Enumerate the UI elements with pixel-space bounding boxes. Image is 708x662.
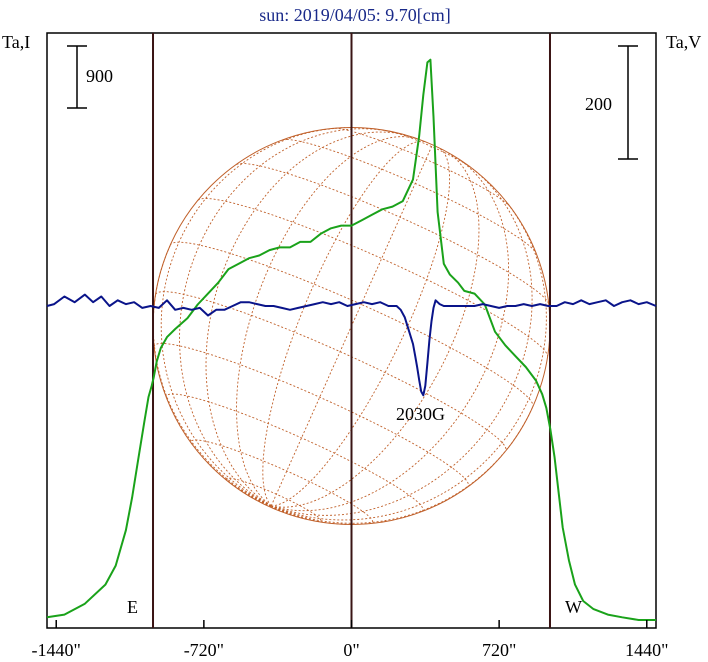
west-label: W	[565, 597, 582, 617]
latitude-line	[236, 163, 550, 304]
x-tick-label: -720"	[184, 640, 224, 660]
latitude-line	[197, 198, 549, 357]
longitude-line	[270, 198, 547, 521]
latitude-line	[282, 139, 537, 254]
x-tick-label: 0"	[343, 640, 359, 660]
field-annotation: 2030G	[396, 404, 445, 424]
latitude-line	[334, 127, 511, 207]
latitude-line	[190, 439, 374, 525]
scale-bar-right: 200	[585, 45, 638, 160]
longitude-line	[236, 136, 419, 507]
series-layer	[46, 58, 657, 621]
longitude-line	[270, 406, 534, 524]
longitude-line	[270, 505, 276, 510]
scale-bar-left: 900	[67, 45, 113, 109]
solar-disk-grid	[152, 127, 551, 525]
longitude-line	[271, 151, 480, 508]
longitude-line	[270, 144, 433, 507]
limb-lines	[152, 33, 551, 628]
x-tick-label: -1440"	[32, 640, 81, 660]
latitude-line	[165, 393, 424, 513]
latitude-line	[153, 342, 469, 488]
longitude-line	[270, 167, 533, 516]
series-line-polarization	[46, 293, 657, 397]
x-tick-label: 1440"	[625, 640, 668, 660]
y-label-left: Ta,I	[2, 32, 30, 52]
longitude-line	[160, 127, 345, 507]
east-label: E	[127, 597, 138, 617]
scale-right-label: 200	[585, 94, 612, 114]
longitude-line	[262, 140, 426, 507]
longitude-line	[271, 147, 451, 507]
longitude-line	[205, 460, 272, 507]
longitude-line	[205, 131, 405, 507]
scale-left-label: 900	[86, 66, 113, 86]
x-tick-label: 720"	[482, 640, 516, 660]
series-line-intensity	[46, 58, 656, 621]
longitude-line	[179, 128, 390, 507]
chart-title: sun: 2019/04/05: 9.70[cm]	[259, 5, 451, 25]
longitude-line	[270, 505, 305, 520]
x-axis-ticks: -1440" -720" 0" 720" 1440"	[32, 620, 668, 660]
longitude-line	[270, 505, 349, 525]
y-label-right: Ta,V	[666, 32, 701, 52]
longitude-line	[270, 158, 510, 512]
